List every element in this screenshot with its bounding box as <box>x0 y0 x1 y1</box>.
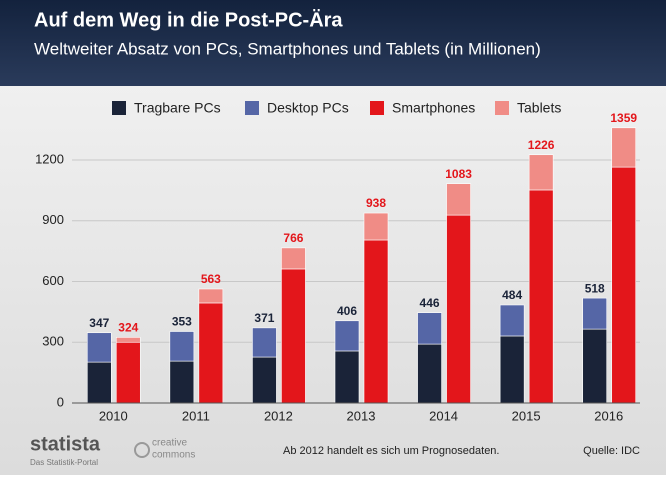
cc-icon <box>134 442 150 458</box>
total-label: 406 <box>337 304 357 318</box>
note: Ab 2012 handelt es sich um Prognosedaten… <box>283 445 499 457</box>
total-label: 446 <box>420 296 440 310</box>
bar-segment <box>611 166 637 404</box>
y-tick-label: 300 <box>42 334 64 349</box>
bar-segment <box>198 302 224 404</box>
total-label: 1359 <box>610 111 637 125</box>
bar-segment <box>334 350 360 404</box>
bar-segment <box>363 239 389 404</box>
x-tick-label: 2016 <box>594 408 623 423</box>
bar-segment <box>281 247 306 270</box>
bar-segment <box>582 328 608 404</box>
bar-segment <box>252 356 277 404</box>
header <box>0 0 666 86</box>
bar-segment <box>528 154 554 191</box>
bar-segment <box>252 327 277 358</box>
total-label: 766 <box>283 231 303 245</box>
bar-segment <box>446 183 471 216</box>
bar-segment <box>86 332 112 363</box>
legend-label: Tablets <box>517 100 561 116</box>
legend-swatch <box>495 101 509 115</box>
total-label: 347 <box>89 316 109 330</box>
x-tick-label: 2015 <box>512 408 541 423</box>
y-tick-label: 1200 <box>35 151 64 166</box>
license-bottom: commons <box>152 450 195 461</box>
bar-segment <box>169 331 195 362</box>
total-label: 938 <box>366 196 386 210</box>
bar-segment <box>499 304 525 337</box>
bar-segment <box>86 361 112 404</box>
y-tick-label: 0 <box>57 394 64 409</box>
bar-segment <box>334 320 360 352</box>
source: Quelle: IDC <box>583 445 640 457</box>
total-label: 1083 <box>445 167 472 181</box>
x-tick-label: 2010 <box>99 408 128 423</box>
brand-tagline: Das Statistik-Portal <box>30 458 98 467</box>
y-tick-label: 600 <box>42 273 64 288</box>
total-label: 324 <box>118 321 138 335</box>
total-label: 353 <box>172 315 192 329</box>
x-tick-label: 2012 <box>264 408 293 423</box>
legend-swatch <box>245 101 259 115</box>
bar-segment <box>115 337 141 343</box>
bar-segment <box>417 343 442 404</box>
x-tick-label: 2013 <box>347 408 376 423</box>
bar-segment <box>611 127 637 168</box>
legend-swatch <box>370 101 384 115</box>
total-label: 484 <box>502 288 522 302</box>
bar-segment <box>363 212 389 241</box>
bar-segment <box>169 360 195 404</box>
y-tick-label: 900 <box>42 212 64 227</box>
legend-label: Desktop PCs <box>267 100 349 116</box>
license-top: creative <box>152 438 187 449</box>
bar-segment <box>281 268 306 404</box>
x-tick-label: 2011 <box>182 408 210 423</box>
brand: statista <box>30 433 101 455</box>
bar-segment <box>115 341 141 404</box>
legend-swatch <box>112 101 126 115</box>
bar-segment <box>582 297 608 330</box>
chart-subtitle: Weltweiter Absatz von PCs, Smartphones u… <box>34 39 541 58</box>
bar-segment <box>417 312 442 345</box>
total-label: 1226 <box>528 138 555 152</box>
legend-label: Smartphones <box>392 100 475 116</box>
bar-segment <box>499 335 525 404</box>
bar-segment <box>198 288 224 304</box>
total-label: 371 <box>254 311 274 325</box>
bar-segment <box>446 214 471 404</box>
total-label: 563 <box>201 272 221 286</box>
legend-label: Tragbare PCs <box>134 100 221 116</box>
total-label: 518 <box>585 281 605 295</box>
bar-segment <box>528 189 554 404</box>
x-tick-label: 2014 <box>429 408 458 423</box>
chart-title: Auf dem Weg in die Post-PC-Ära <box>34 8 343 31</box>
